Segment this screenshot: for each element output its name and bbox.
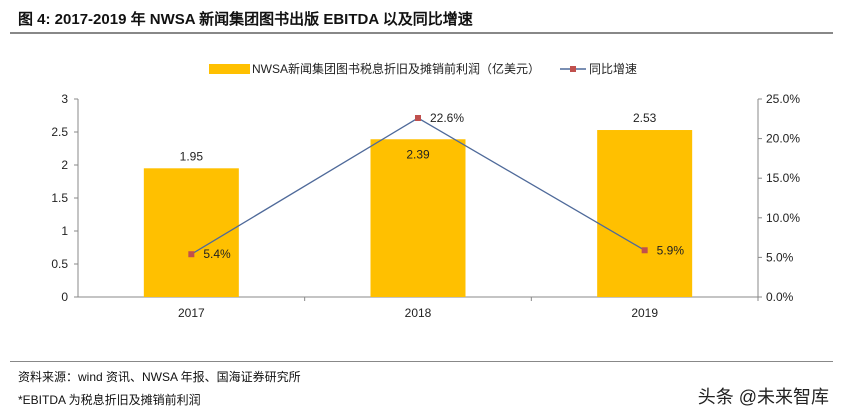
right-tick-label: 15.0% <box>766 171 800 185</box>
line-marker <box>188 251 195 258</box>
watermark: 头条 @未来智库 <box>697 387 829 407</box>
left-tick-label: 0.5 <box>51 257 68 271</box>
x-tick-label: 2017 <box>178 306 205 320</box>
bar-data-label: 2.39 <box>406 147 430 161</box>
source-note: 资料来源：wind 资讯、NWSA 年报、国海证券研究所 <box>18 370 301 384</box>
legend-label-line: 同比增速 <box>589 62 637 76</box>
bar <box>597 130 693 297</box>
right-tick-label: 20.0% <box>766 132 800 146</box>
line-data-label: 5.4% <box>203 247 231 261</box>
left-tick-label: 2 <box>61 158 68 172</box>
x-tick-label: 2019 <box>631 306 658 320</box>
left-tick-label: 2.5 <box>51 125 68 139</box>
right-tick-label: 0.0% <box>766 290 794 304</box>
line-marker <box>415 115 421 122</box>
figure-title: 图 4: 2017-2019 年 NWSA 新闻集团图书出版 EBITDA 以及… <box>18 11 473 28</box>
right-tick-label: 5.0% <box>766 250 794 264</box>
line-data-label: 22.6% <box>430 111 464 125</box>
left-tick-label: 1 <box>61 224 68 238</box>
x-tick-label: 2018 <box>405 306 432 320</box>
line-data-label: 5.9% <box>657 243 685 257</box>
bar-data-label: 2.53 <box>633 111 657 125</box>
bar-data-label: 1.95 <box>180 149 204 163</box>
footnote: *EBITDA 为税息折旧及摊销前利润 <box>18 393 201 407</box>
bar <box>370 139 466 297</box>
legend-label-bar: NWSA新闻集团图书税息折旧及摊销前利润（亿美元） <box>252 61 540 76</box>
divider <box>10 32 833 34</box>
right-tick-label: 10.0% <box>766 211 800 225</box>
left-tick-label: 1.5 <box>51 191 68 205</box>
right-tick-label: 25.0% <box>766 92 800 106</box>
divider <box>10 361 833 362</box>
bar <box>143 168 239 297</box>
left-tick-label: 0 <box>61 290 68 304</box>
line-marker <box>641 247 648 254</box>
legend-swatch-bar <box>209 64 250 74</box>
left-tick-label: 3 <box>61 92 68 106</box>
legend-marker <box>570 66 576 72</box>
